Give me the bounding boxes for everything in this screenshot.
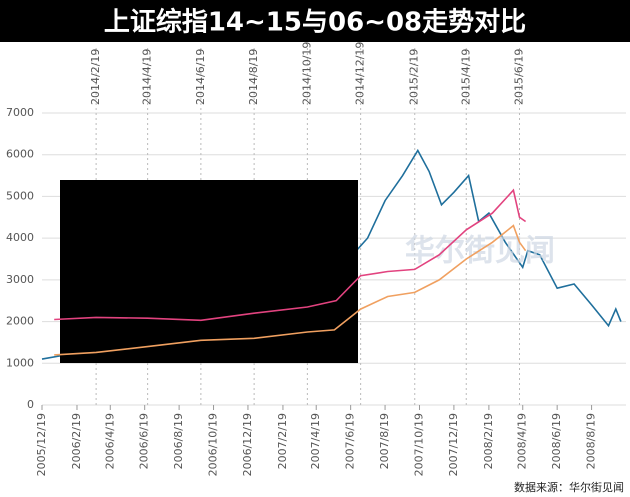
series-line	[54, 224, 527, 356]
x2-tick-label: 2015/6/19	[513, 49, 526, 105]
x-tick-label: 2008/4/19	[516, 413, 529, 469]
y-tick-label: 7000	[6, 106, 34, 119]
x-tick-label: 2007/4/19	[309, 413, 322, 469]
x-tick-label: 2007/8/19	[378, 413, 391, 469]
x-tick-label: 2006/8/19	[172, 413, 185, 469]
y-tick-label: 2000	[6, 315, 34, 328]
x2-tick-label: 2015/4/19	[459, 49, 472, 105]
x-tick-label: 2006/10/19	[207, 413, 220, 476]
chart-title: 上证综指14~15与06~08走势对比	[104, 7, 526, 38]
title-bar	[0, 0, 630, 42]
y-tick-label: 1000	[6, 356, 34, 369]
source-note: 数据来源：华尔街见闻	[514, 480, 624, 494]
y-tick-label: 5000	[6, 189, 34, 202]
x-tick-label: 2006/2/19	[70, 413, 83, 469]
x2-tick-label: 2014/6/19	[194, 49, 207, 105]
x2-tick-label: 2015/2/19	[408, 49, 421, 105]
x-tick-label: 2006/12/19	[241, 413, 254, 476]
x2-tick-label: 2014/12/19	[354, 42, 367, 105]
x2-tick-label: 2014/10/19	[300, 42, 313, 105]
x-tick-label: 2008/6/19	[550, 413, 563, 469]
x-tick-label: 2007/12/19	[447, 413, 460, 476]
x-tick-label: 2006/6/19	[138, 413, 151, 469]
x-tick-label: 2007/6/19	[344, 413, 357, 469]
series-line	[54, 188, 527, 322]
x2-tick-label: 2014/4/19	[141, 49, 154, 105]
x-tick-label: 2005/12/19	[35, 413, 48, 476]
y-tick-label: 4000	[6, 231, 34, 244]
y-tick-label: 3000	[6, 273, 34, 286]
x-tick-label: 2006/4/19	[103, 413, 116, 469]
y-tick-label: 6000	[6, 148, 34, 161]
overlay-box	[60, 180, 358, 363]
x2-tick-label: 2014/2/19	[89, 49, 102, 105]
x-tick-label: 2008/8/19	[585, 413, 598, 469]
x2-tick-label: 2014/8/19	[247, 49, 260, 105]
x-tick-label: 2007/10/19	[412, 413, 425, 476]
x-tick-label: 2007/2/19	[276, 413, 289, 469]
x-tick-label: 2008/2/19	[482, 413, 495, 469]
y-tick-label: 0	[27, 398, 34, 411]
